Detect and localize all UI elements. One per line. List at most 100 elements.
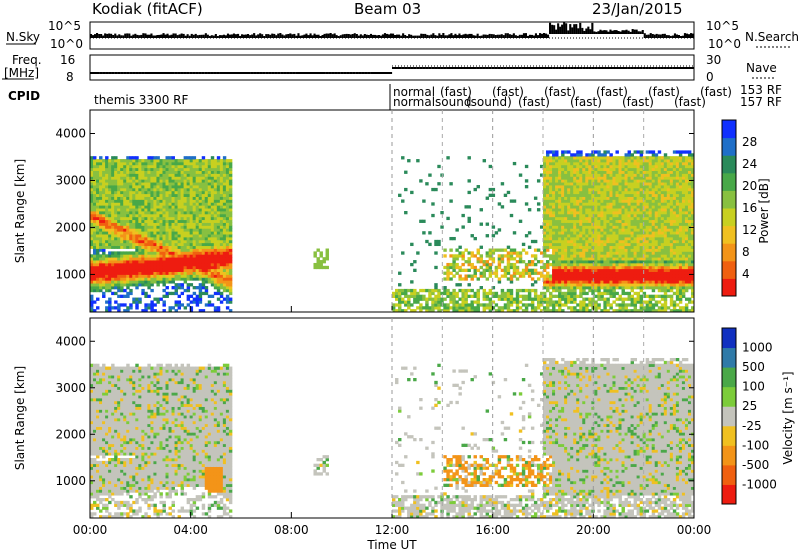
heat-cell bbox=[564, 236, 568, 241]
nsky-label: N.Sky bbox=[6, 30, 40, 44]
heat-cell bbox=[600, 260, 604, 264]
freq-mark bbox=[398, 67, 402, 69]
heat-cell bbox=[564, 173, 568, 177]
heat-cell bbox=[503, 265, 508, 270]
heat-cell bbox=[579, 173, 583, 177]
heat-cell bbox=[198, 173, 203, 177]
heat-cell bbox=[180, 187, 185, 192]
heat-cell bbox=[192, 196, 197, 200]
heat-cell bbox=[558, 205, 562, 209]
nsky-bar bbox=[277, 33, 280, 38]
heat-cell bbox=[546, 187, 550, 192]
heat-cell bbox=[506, 277, 511, 281]
heat-cell bbox=[552, 231, 556, 235]
heat-cell bbox=[618, 280, 622, 284]
heat-cell bbox=[204, 173, 209, 177]
heat-cell bbox=[630, 280, 634, 284]
heat-cell bbox=[612, 271, 616, 275]
heat-cell bbox=[561, 254, 565, 258]
heat-cell bbox=[313, 251, 317, 255]
heat-cell bbox=[111, 228, 115, 232]
heat-cell bbox=[90, 176, 94, 180]
heat-cell bbox=[192, 159, 197, 163]
heat-cell bbox=[114, 196, 118, 200]
heat-cell bbox=[573, 205, 577, 209]
heat-cell bbox=[606, 245, 610, 249]
heat-cell bbox=[159, 176, 163, 180]
nsky-bar bbox=[671, 35, 674, 38]
heat-cell bbox=[567, 274, 571, 278]
heat-cell bbox=[539, 303, 544, 307]
heat-cell bbox=[470, 300, 474, 304]
freq-mark bbox=[672, 67, 676, 69]
heat-cell bbox=[228, 242, 233, 247]
heat-cell bbox=[573, 185, 577, 189]
freq-mark bbox=[428, 67, 432, 69]
heat-cell bbox=[114, 242, 118, 247]
heat-cell bbox=[174, 193, 178, 197]
heat-cell bbox=[627, 153, 631, 157]
heat-cell bbox=[597, 216, 601, 221]
heat-cell bbox=[585, 187, 589, 192]
heat-cell bbox=[144, 303, 148, 307]
heat-cell bbox=[90, 205, 94, 209]
heat-cell bbox=[561, 187, 565, 192]
cpid-overlap-text: (fast) bbox=[492, 85, 524, 99]
heat-cell bbox=[536, 303, 541, 307]
heat-cell bbox=[570, 268, 574, 272]
heat-cell bbox=[588, 182, 592, 186]
heat-cell bbox=[419, 297, 423, 301]
heat-cell bbox=[630, 228, 634, 232]
heat-cell bbox=[180, 271, 185, 275]
heat-cell bbox=[425, 303, 429, 307]
heat-cell bbox=[195, 167, 200, 171]
nsky-bar bbox=[381, 34, 384, 38]
nsky-bar bbox=[307, 35, 310, 38]
heat-cell bbox=[111, 222, 115, 226]
heat-cell bbox=[150, 208, 154, 212]
heat-cell bbox=[579, 271, 583, 275]
freq-mark bbox=[606, 67, 610, 69]
heat-cell bbox=[171, 262, 175, 267]
heat-cell bbox=[573, 251, 577, 255]
heat-cell bbox=[527, 294, 532, 298]
heat-cell bbox=[618, 187, 622, 192]
heat-cell bbox=[183, 262, 188, 267]
heat-cell bbox=[558, 245, 562, 249]
heat-cell bbox=[530, 260, 535, 264]
heat-cell bbox=[132, 185, 136, 189]
heat-cell bbox=[555, 300, 559, 304]
heat-cell bbox=[189, 216, 194, 221]
heat-cell bbox=[147, 234, 151, 238]
heat-cell bbox=[404, 303, 408, 307]
heat-cell bbox=[201, 164, 206, 169]
heat-cell bbox=[588, 156, 592, 160]
nsky-bar bbox=[208, 35, 211, 38]
heat-cell bbox=[150, 283, 154, 287]
heat-cell bbox=[183, 190, 188, 195]
heat-cell bbox=[609, 268, 613, 272]
freq-mark bbox=[636, 67, 640, 69]
heat-cell bbox=[216, 268, 221, 272]
heat-cell bbox=[497, 294, 502, 298]
heat-cell bbox=[527, 231, 532, 235]
heat-cell bbox=[573, 176, 577, 180]
heat-cell bbox=[138, 182, 142, 186]
heat-cell bbox=[126, 260, 130, 264]
heat-cell bbox=[111, 251, 115, 255]
heat-cell bbox=[524, 309, 529, 313]
heat-cell bbox=[612, 283, 616, 287]
heat-cell bbox=[624, 309, 628, 313]
heat-cell bbox=[180, 164, 185, 169]
heat-cell bbox=[168, 219, 172, 223]
heat-cell bbox=[603, 193, 607, 197]
heat-cell bbox=[228, 196, 233, 200]
heat-cell bbox=[228, 185, 233, 189]
heat-cell bbox=[207, 167, 212, 171]
freq-mark bbox=[500, 67, 504, 69]
heat-cell bbox=[576, 231, 580, 235]
heat-cell bbox=[609, 271, 613, 275]
heat-cell bbox=[521, 274, 526, 278]
heat-cell bbox=[582, 216, 586, 221]
heat-cell bbox=[168, 202, 172, 206]
